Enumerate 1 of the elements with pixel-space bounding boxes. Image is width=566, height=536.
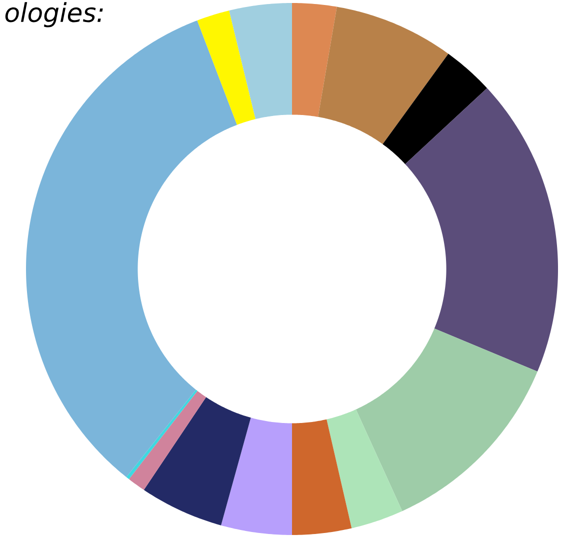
chart-title: ologies: xyxy=(5,2,103,28)
